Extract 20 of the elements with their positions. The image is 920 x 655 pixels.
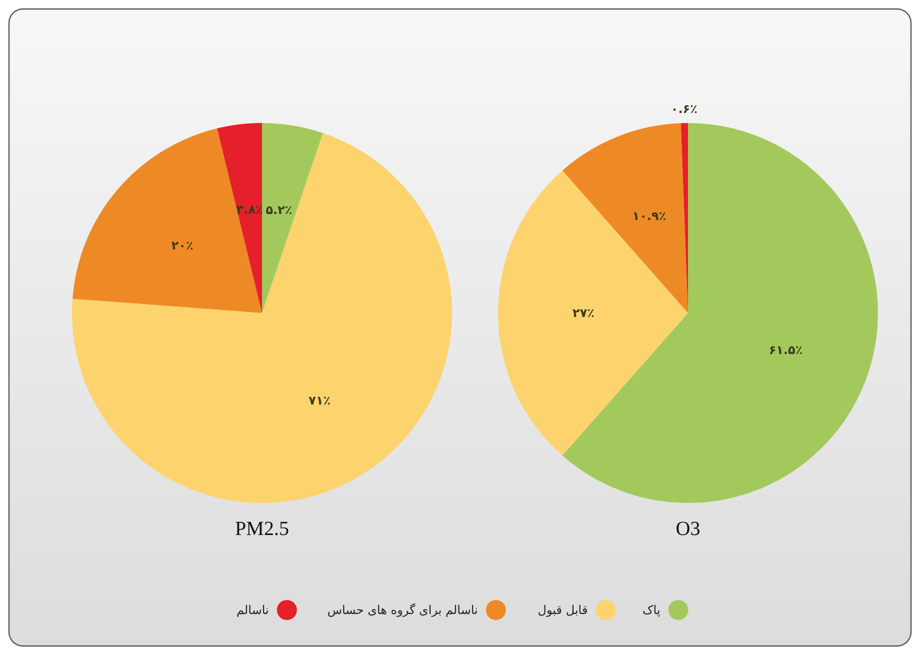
data-label: ۷۱٪: [308, 393, 331, 408]
pie-slice: [498, 170, 688, 456]
pie-slice: [562, 123, 878, 503]
text: PM2.5: [235, 518, 289, 540]
text: O3: [676, 518, 700, 540]
data-label: ۰.۶٪: [670, 102, 698, 116]
legend-label: ناسالم برای گروه های حساس: [327, 603, 478, 618]
pie-slice: [262, 123, 323, 313]
pie-slice: [217, 123, 262, 313]
legend-label: قابل قبول: [538, 603, 588, 618]
data-label: ۱۰.۹٪: [632, 209, 666, 224]
data-label: ۳.۸٪: [236, 202, 263, 216]
pie-slice: [72, 128, 262, 313]
data-label: ۶۱.۵٪: [768, 343, 803, 358]
legend-label: ناسالم: [236, 603, 269, 618]
data-label: ۲۷٪: [572, 306, 594, 320]
pie-slice: [72, 133, 452, 503]
data-label: ۵.۲٪: [266, 203, 292, 218]
data-label: ۲۰٪: [171, 238, 194, 253]
legend-label: پاک: [642, 603, 660, 618]
